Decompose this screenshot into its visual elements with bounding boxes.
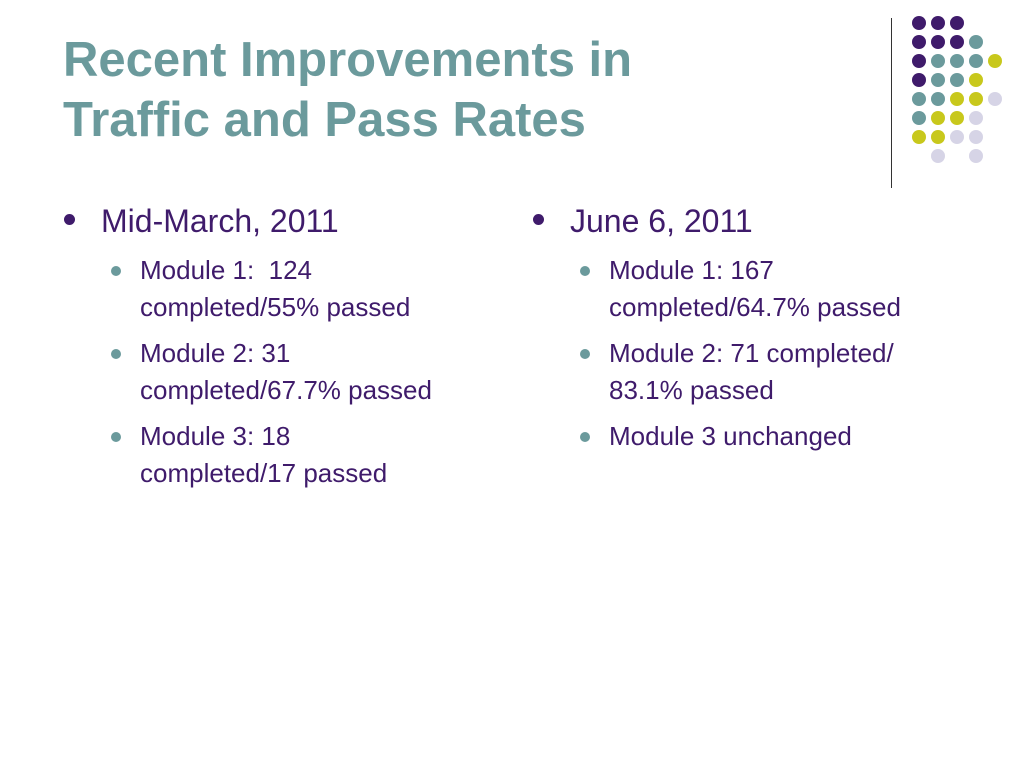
decorative-dot: [969, 73, 983, 87]
list-item: Module 3 unchanged: [533, 418, 973, 455]
decorative-dot: [969, 111, 983, 125]
list-item-line: Module 1: 124: [140, 255, 313, 285]
decorative-dot: [931, 92, 945, 106]
right-column-heading-item: June 6, 2011: [533, 200, 973, 242]
list-item-line: Module 3: 18: [140, 421, 291, 451]
decorative-dot: [950, 54, 964, 68]
decorative-dot: [950, 92, 964, 106]
right-column-heading: June 6, 2011: [570, 203, 753, 239]
decorative-dot: [912, 16, 926, 30]
decorative-dot: [950, 35, 964, 49]
decorative-dot: [931, 111, 945, 125]
list-item: Module 1: 124 completed/55% passed: [64, 252, 504, 326]
decorative-dot: [988, 92, 1002, 106]
decorative-dot: [969, 130, 983, 144]
list-item-line: Module 2: 71 completed/: [609, 338, 894, 368]
slide-title-line-1: Recent Improvements in: [63, 33, 633, 87]
list-item-line: completed/64.7% passed: [609, 292, 901, 322]
left-column-heading-item: Mid-March, 2011: [64, 200, 504, 242]
bullet-icon: [580, 266, 590, 276]
slide-title: Recent Improvements in Traffic and Pass …: [63, 30, 863, 150]
decorative-dot: [931, 73, 945, 87]
bullet-icon: [111, 266, 121, 276]
decorative-dot: [969, 149, 983, 163]
list-item-line: completed/67.7% passed: [140, 375, 432, 405]
decorative-dot: [912, 54, 926, 68]
decorative-dot: [931, 130, 945, 144]
decorative-dot: [931, 16, 945, 30]
decorative-dot: [931, 149, 945, 163]
header-divider-line: [891, 18, 892, 188]
list-item-line: Module 2: 31: [140, 338, 291, 368]
decorative-dot: [912, 111, 926, 125]
decorative-dot: [931, 54, 945, 68]
decorative-dot: [912, 92, 926, 106]
decorative-dot: [969, 35, 983, 49]
list-item-line: 83.1% passed: [609, 375, 774, 405]
decorative-dot: [950, 73, 964, 87]
left-column-list: Module 1: 124 completed/55% passed Modul…: [64, 252, 504, 492]
decorative-dot: [912, 73, 926, 87]
list-item-line: Module 1: 167: [609, 255, 774, 285]
decorative-dot: [931, 35, 945, 49]
list-item: Module 2: 31 completed/67.7% passed: [64, 335, 504, 409]
decorative-dot: [950, 130, 964, 144]
decorative-dot: [969, 54, 983, 68]
list-item-line: completed/55% passed: [140, 292, 411, 322]
bullet-icon: [111, 349, 121, 359]
right-column: June 6, 2011 Module 1: 167 completed/64.…: [533, 200, 973, 464]
right-column-list: Module 1: 167 completed/64.7% passed Mod…: [533, 252, 973, 455]
decorative-dot: [988, 54, 1002, 68]
list-item: Module 1: 167 completed/64.7% passed: [533, 252, 973, 326]
slide-title-line-2: Traffic and Pass Rates: [63, 93, 586, 147]
list-item-line: Module 3 unchanged: [609, 421, 852, 451]
bullet-icon: [64, 214, 75, 225]
decorative-dot: [912, 35, 926, 49]
list-item: Module 2: 71 completed/ 83.1% passed: [533, 335, 973, 409]
decorative-dot: [969, 92, 983, 106]
bullet-icon: [580, 349, 590, 359]
decorative-dot: [950, 111, 964, 125]
bullet-icon: [533, 214, 544, 225]
list-item-line: completed/17 passed: [140, 458, 388, 488]
bullet-icon: [111, 432, 121, 442]
left-column-heading: Mid-March, 2011: [101, 203, 339, 239]
list-item: Module 3: 18 completed/17 passed: [64, 418, 504, 492]
decorative-dot: [912, 130, 926, 144]
decorative-dot: [950, 16, 964, 30]
bullet-icon: [580, 432, 590, 442]
left-column: Mid-March, 2011 Module 1: 124 completed/…: [64, 200, 504, 501]
